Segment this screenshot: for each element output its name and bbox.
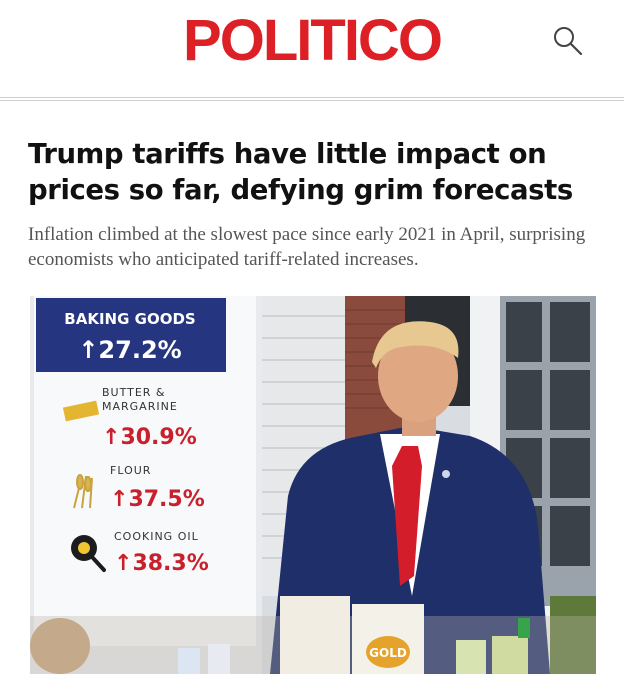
product-label: GOLD <box>369 646 407 660</box>
sign-heading: BAKING GOODS <box>64 310 195 328</box>
article-lead-photo[interactable]: BAKING GOODS ↑27.2% BUTTER & MARGARINE ↑… <box>30 296 596 674</box>
wheat-icon <box>73 474 93 509</box>
sign-item-label: COOKING OIL <box>114 530 199 543</box>
sign-item-label: BUTTER & <box>102 386 166 399</box>
sign-heading-panel <box>36 298 226 372</box>
search-button[interactable] <box>548 22 588 62</box>
butter-icon <box>62 400 100 422</box>
article-headline[interactable]: Trump tariffs have little impact on pric… <box>28 138 573 206</box>
sign-item-label: FLOUR <box>110 464 151 477</box>
sign-heading-value: ↑27.2% <box>78 336 181 364</box>
frying-pan-icon <box>71 535 106 572</box>
article-dek: Inflation climbed at the slowest pace si… <box>28 224 586 270</box>
sign-item-value: ↑30.9% <box>102 425 197 450</box>
header-divider <box>0 97 624 101</box>
search-icon <box>554 27 583 56</box>
politico-logo[interactable]: POLITICO <box>183 8 443 73</box>
flour-bag-logo <box>366 636 410 668</box>
sign-item-value: ↑37.5% <box>110 487 205 512</box>
site-header: POLITICO <box>0 0 624 92</box>
sign-item-label: MARGARINE <box>102 400 178 413</box>
photo-illustration: BAKING GOODS ↑27.2% BUTTER & MARGARINE ↑… <box>30 296 596 674</box>
sign-item-value: ↑38.3% <box>114 551 209 576</box>
